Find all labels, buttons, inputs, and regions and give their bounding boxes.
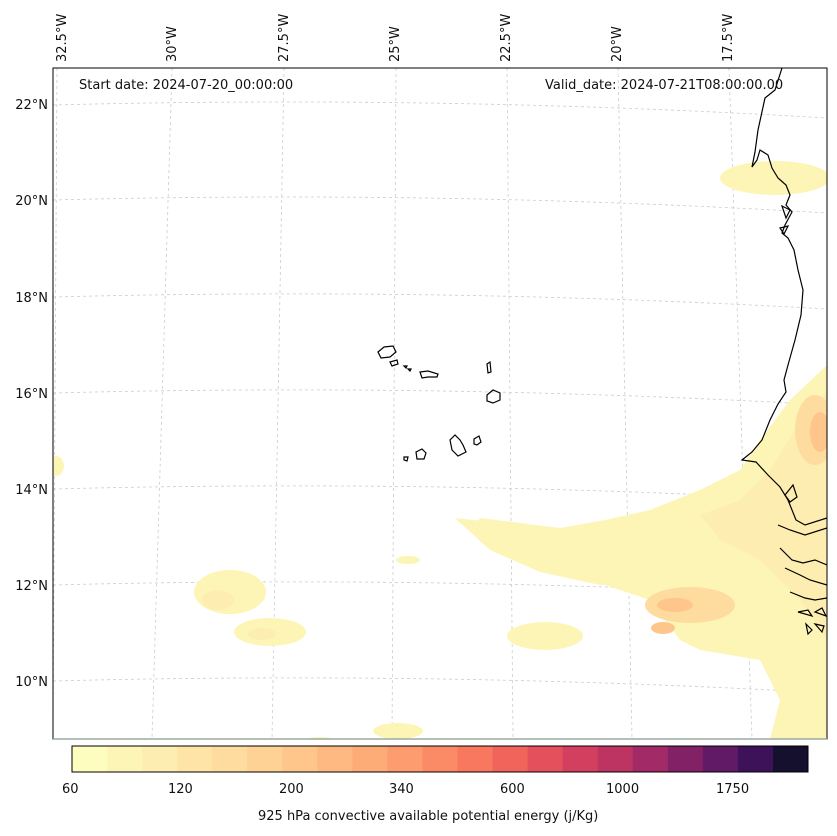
colorbar-swatch xyxy=(422,746,459,772)
lat-label: 16°N xyxy=(15,387,48,402)
colorbar-swatch xyxy=(142,746,178,772)
colorbar-swatch xyxy=(317,746,353,772)
island xyxy=(486,389,501,404)
colorbar-swatch xyxy=(667,746,704,772)
colorbar-swatch xyxy=(562,746,599,772)
colorbar-tick-label: 60 xyxy=(62,782,79,797)
island xyxy=(449,434,467,457)
island xyxy=(403,456,409,462)
lon-label: 32.5°W xyxy=(55,13,70,62)
colorbar-swatch xyxy=(492,746,529,772)
cape-region xyxy=(53,456,64,476)
cape-region xyxy=(194,570,266,614)
colorbar-swatch xyxy=(72,746,108,772)
island xyxy=(406,368,412,373)
island xyxy=(473,435,482,446)
colorbar-swatch xyxy=(772,746,809,772)
cape-region xyxy=(396,556,420,564)
colorbar-swatch xyxy=(387,746,423,772)
cape-region xyxy=(248,628,276,640)
cape-region xyxy=(470,365,827,739)
colorbar-swatch xyxy=(457,746,494,772)
lat-label: 18°N xyxy=(15,291,48,306)
valid-date-label: Valid_date: 2024-07-21T08:00:00.00 xyxy=(545,78,784,93)
colorbar-swatch xyxy=(212,746,248,772)
coastlines xyxy=(740,68,827,636)
island xyxy=(377,345,397,359)
island xyxy=(419,370,439,379)
africa-coastline xyxy=(740,68,827,526)
colorbar-swatch xyxy=(107,746,143,772)
colorbar-tick-label: 200 xyxy=(279,782,304,797)
cape-region xyxy=(810,412,827,452)
colorbar-tick-label: 1000 xyxy=(606,782,640,797)
start-date-label: Start date: 2024-07-20_00:00:00 xyxy=(79,78,294,93)
island xyxy=(415,448,427,460)
lon-label: 17.5°W xyxy=(721,13,736,62)
colorbar-frame xyxy=(71,745,809,773)
cape-region xyxy=(700,390,827,640)
lon-label: 25°W xyxy=(388,26,403,62)
colorbar xyxy=(72,746,809,772)
lat-label: 14°N xyxy=(15,483,48,498)
colorbar-swatch xyxy=(247,746,283,772)
colorbar-tick-label: 600 xyxy=(500,782,525,797)
colorbar-tick-label: 120 xyxy=(168,782,193,797)
cape-region xyxy=(657,598,693,612)
island xyxy=(389,359,399,367)
cape-region xyxy=(455,518,660,585)
cape-region xyxy=(202,590,234,610)
colorbar-swatch xyxy=(597,746,634,772)
colorbar-swatch xyxy=(737,746,774,772)
colorbar-swatch xyxy=(352,746,388,772)
island xyxy=(402,365,408,370)
lat-label: 20°N xyxy=(15,194,48,209)
colorbar-label: 925 hPa convective available potential e… xyxy=(258,809,599,824)
lat-label: 22°N xyxy=(15,98,48,113)
cape-region xyxy=(720,161,827,195)
colorbar-swatch xyxy=(177,746,213,772)
island xyxy=(486,360,492,374)
lon-label: 22.5°W xyxy=(499,13,514,62)
lon-label: 27.5°W xyxy=(277,13,292,62)
colorbar-swatch xyxy=(282,746,318,772)
colorbar-tick-label: 340 xyxy=(389,782,414,797)
colorbar-swatch xyxy=(702,746,739,772)
lon-label: 20°W xyxy=(610,26,625,62)
lat-label: 12°N xyxy=(15,579,48,594)
cape-region xyxy=(373,723,423,739)
cape-region xyxy=(507,622,583,650)
cape-region xyxy=(651,622,675,634)
cape-region xyxy=(306,737,334,739)
lat-label: 10°N xyxy=(15,675,48,690)
cape-field xyxy=(53,161,827,739)
colorbar-swatch xyxy=(632,746,669,772)
lon-label: 30°W xyxy=(165,26,180,62)
cape-verde-islands xyxy=(377,345,501,462)
colorbar-swatch xyxy=(527,746,564,772)
colorbar-tick-label: 1750 xyxy=(716,782,750,797)
